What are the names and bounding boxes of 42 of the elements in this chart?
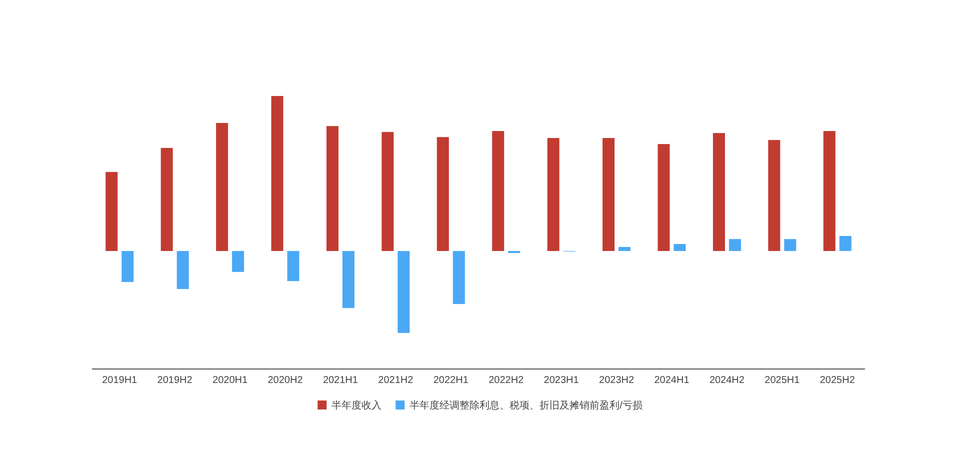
bar: [271, 96, 284, 251]
bar: [287, 251, 300, 282]
x-tick-label: 2025H1: [764, 375, 800, 386]
x-tick-label: 2023H1: [544, 375, 580, 386]
x-tick-label: 2022H2: [488, 375, 524, 386]
x-tick-label: 2024H2: [709, 375, 745, 386]
x-tick-label: 2020H1: [212, 375, 248, 386]
x-tick-label: 2022H1: [433, 375, 469, 386]
x-tick-label: 2021H1: [322, 375, 358, 386]
bar: [382, 132, 394, 251]
x-tick-label: 2020H2: [268, 375, 304, 386]
bar: [674, 244, 686, 251]
x-tick-label: 2025H2: [820, 375, 856, 386]
bar: [342, 251, 354, 308]
bar: [176, 251, 189, 289]
bar: [823, 131, 836, 251]
legend-label: 半年度经调整除利息、税项、折旧及摊销前盈利/亏损: [410, 400, 642, 412]
bar: [492, 131, 504, 251]
bar: [216, 122, 228, 251]
bar: [232, 251, 244, 272]
bar: [728, 239, 741, 251]
bar: [326, 126, 338, 251]
bar: [436, 137, 449, 251]
bar: [122, 251, 134, 282]
bar: [547, 138, 560, 251]
bar: [618, 246, 631, 251]
bar: [839, 236, 852, 251]
x-tick-label: 2021H2: [378, 375, 414, 386]
bar: [452, 251, 465, 304]
x-tick-label: 2019H1: [102, 375, 138, 386]
bar: [768, 140, 780, 251]
bar: [106, 172, 118, 251]
x-tick-label: 2019H2: [157, 375, 193, 386]
x-tick-label: 2024H1: [654, 375, 690, 386]
legend-label: 半年度收入: [332, 400, 382, 412]
bar: [160, 148, 173, 251]
bar: [658, 144, 670, 251]
bar: [784, 239, 796, 251]
bar: [712, 133, 725, 251]
bar: [398, 251, 410, 333]
x-tick-label: 2023H2: [599, 375, 634, 386]
bar: [602, 138, 615, 251]
